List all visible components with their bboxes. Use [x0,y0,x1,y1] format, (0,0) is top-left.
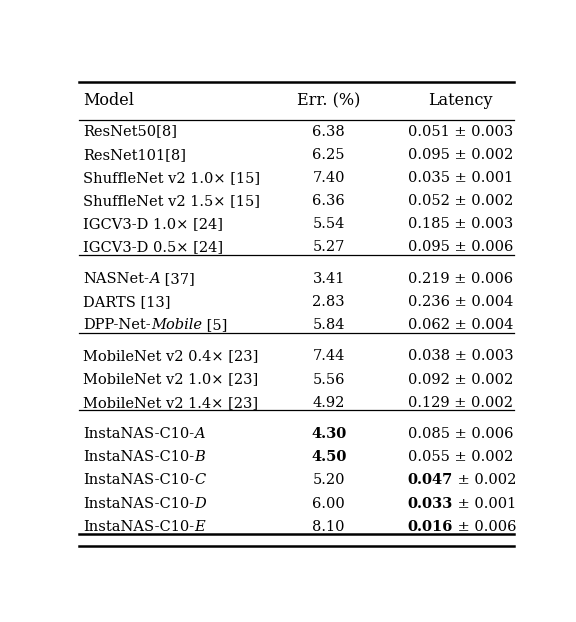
Text: 0.095 ± 0.006: 0.095 ± 0.006 [408,240,513,254]
Text: E: E [194,520,205,534]
Text: Model: Model [83,93,134,109]
Text: Err. (%): Err. (%) [297,93,361,109]
Text: MobileNet v2 0.4× [23]: MobileNet v2 0.4× [23] [83,350,259,363]
Text: 4.50: 4.50 [311,450,346,464]
Text: B: B [194,450,205,464]
Text: 0.038 ± 0.003: 0.038 ± 0.003 [408,350,513,363]
Text: 5.20: 5.20 [312,473,345,488]
Text: 0.185 ± 0.003: 0.185 ± 0.003 [408,217,513,231]
Text: IGCV3-D 0.5× [24]: IGCV3-D 0.5× [24] [83,240,223,254]
Text: 6.00: 6.00 [312,496,345,511]
Text: 0.236 ± 0.004: 0.236 ± 0.004 [408,295,513,309]
Text: 0.055 ± 0.002: 0.055 ± 0.002 [408,450,513,464]
Text: 4.30: 4.30 [311,427,346,441]
Text: MobileNet v2 1.0× [23]: MobileNet v2 1.0× [23] [83,373,259,386]
Text: 0.219 ± 0.006: 0.219 ± 0.006 [408,272,513,285]
Text: 6.38: 6.38 [312,124,345,139]
Text: A: A [194,427,205,441]
Text: 0.052 ± 0.002: 0.052 ± 0.002 [408,194,513,208]
Text: A: A [149,272,160,285]
Text: C: C [194,473,206,488]
Text: 7.44: 7.44 [313,350,345,363]
Text: 5.84: 5.84 [312,318,345,332]
Text: [5]: [5] [202,318,227,332]
Text: 6.36: 6.36 [312,194,345,208]
Text: 7.40: 7.40 [312,171,345,185]
Text: ShuffleNet v2 1.0× [15]: ShuffleNet v2 1.0× [15] [83,171,260,185]
Text: NASNet-: NASNet- [83,272,149,285]
Text: 0.129 ± 0.002: 0.129 ± 0.002 [408,396,513,410]
Text: 6.25: 6.25 [312,147,345,162]
Text: InstaNAS-C10-: InstaNAS-C10- [83,496,194,511]
Text: Mobile: Mobile [151,318,202,332]
Text: D: D [194,496,206,511]
Text: 4.92: 4.92 [313,396,345,410]
Text: 5.54: 5.54 [313,217,345,231]
Text: DPP-Net-: DPP-Net- [83,318,151,332]
Text: MobileNet v2 1.4× [23]: MobileNet v2 1.4× [23] [83,396,258,410]
Text: 0.033: 0.033 [408,496,453,511]
Text: [37]: [37] [160,272,195,285]
Text: IGCV3-D 1.0× [24]: IGCV3-D 1.0× [24] [83,217,223,231]
Text: 0.062 ± 0.004: 0.062 ± 0.004 [408,318,513,332]
Text: 0.047: 0.047 [408,473,453,488]
Text: DARTS [13]: DARTS [13] [83,295,170,309]
Text: 8.10: 8.10 [312,520,345,534]
Text: Latency: Latency [428,93,492,109]
Text: ShuffleNet v2 1.5× [15]: ShuffleNet v2 1.5× [15] [83,194,260,208]
Text: ± 0.006: ± 0.006 [453,520,517,534]
Text: 0.085 ± 0.006: 0.085 ± 0.006 [408,427,513,441]
Text: ResNet101[8]: ResNet101[8] [83,147,186,162]
Text: ResNet50[8]: ResNet50[8] [83,124,177,139]
Text: 0.051 ± 0.003: 0.051 ± 0.003 [408,124,513,139]
Text: ± 0.002: ± 0.002 [453,473,516,488]
Text: ± 0.001: ± 0.001 [453,496,516,511]
Text: 2.83: 2.83 [312,295,345,309]
Text: InstaNAS-C10-: InstaNAS-C10- [83,427,194,441]
Text: 3.41: 3.41 [313,272,345,285]
Text: 0.016: 0.016 [408,520,453,534]
Text: InstaNAS-C10-: InstaNAS-C10- [83,520,194,534]
Text: 0.035 ± 0.001: 0.035 ± 0.001 [408,171,513,185]
Text: InstaNAS-C10-: InstaNAS-C10- [83,450,194,464]
Text: 5.27: 5.27 [313,240,345,254]
Text: 5.56: 5.56 [312,373,345,386]
Text: 0.092 ± 0.002: 0.092 ± 0.002 [408,373,513,386]
Text: InstaNAS-C10-: InstaNAS-C10- [83,473,194,488]
Text: 0.095 ± 0.002: 0.095 ± 0.002 [408,147,513,162]
